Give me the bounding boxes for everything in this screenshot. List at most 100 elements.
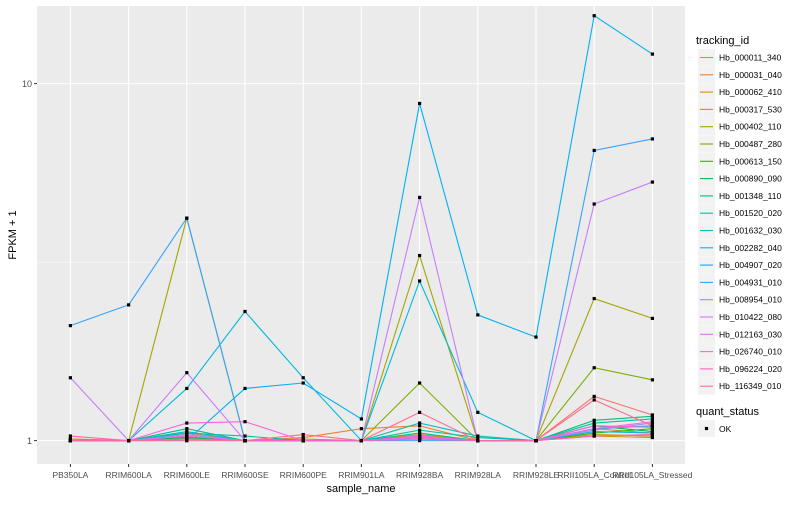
legend-items: Hb_000011_340 Hb_000031_040 Hb_000062_410 H… xyxy=(698,49,782,395)
legend-label: Hb_000317_530 xyxy=(719,104,782,114)
legend-label: Hb_000613_150 xyxy=(719,156,782,166)
x-tick-label: RRIM600PE xyxy=(280,470,328,480)
data-point xyxy=(650,52,654,56)
shape-legend-label: OK xyxy=(719,424,732,434)
legend-title: tracking_id xyxy=(696,35,749,47)
data-point xyxy=(650,414,654,418)
y-axis-title: FPKM + 1 xyxy=(7,210,19,259)
y-tick-label: 10 xyxy=(22,79,32,89)
data-point xyxy=(185,386,189,391)
data-point xyxy=(592,394,596,399)
data-point xyxy=(650,137,654,141)
data-point xyxy=(243,309,247,314)
legend-label: Hb_026740_010 xyxy=(719,347,782,357)
data-point xyxy=(418,431,422,435)
x-tick-label: RRIM928BA xyxy=(396,470,444,480)
data-point xyxy=(243,439,247,443)
legend-label: Hb_000031_040 xyxy=(719,70,782,80)
legend-label: Hb_000011_340 xyxy=(719,53,782,63)
data-point xyxy=(650,432,654,437)
legend-label: Hb_002282_040 xyxy=(719,243,782,253)
data-point xyxy=(650,180,654,184)
data-point xyxy=(185,216,189,220)
shape-legend-items: OK xyxy=(698,420,732,437)
data-point xyxy=(534,335,538,339)
data-point xyxy=(185,427,189,431)
x-tick-label: RRIM600LA xyxy=(105,470,152,480)
axes: 1 10 PB350LA RRIM600LA RRIM600LE RRIM600SE RRI… xyxy=(22,79,693,480)
data-point xyxy=(185,439,189,443)
data-point xyxy=(301,376,305,380)
data-point xyxy=(592,421,596,425)
grid-lines xyxy=(37,6,685,464)
data-point xyxy=(359,417,363,421)
data-point xyxy=(592,434,596,438)
legend-label: Hb_000062_410 xyxy=(719,87,782,97)
data-point xyxy=(418,437,422,441)
data-point xyxy=(185,434,189,438)
data-point xyxy=(301,381,305,385)
data-point xyxy=(476,410,480,414)
legend-label: Hb_001632_030 xyxy=(719,226,782,236)
data-point xyxy=(592,202,596,206)
data-point xyxy=(185,421,189,425)
data-point xyxy=(301,439,305,443)
legend: tracking_id Hb_000011_340Hb_000031_040Hb… xyxy=(696,35,782,437)
x-tick-label: RRIM600LE xyxy=(164,470,211,480)
data-point xyxy=(68,439,72,443)
data-point xyxy=(592,148,596,153)
data-point xyxy=(127,303,131,307)
data-point xyxy=(418,101,422,106)
legend-label: Hb_010422_080 xyxy=(719,312,782,322)
data-point xyxy=(243,386,247,391)
data-point xyxy=(418,381,422,385)
data-point xyxy=(185,429,189,434)
legend-label: Hb_004931_010 xyxy=(719,277,782,287)
data-point xyxy=(418,253,422,258)
data-point xyxy=(476,313,480,317)
data-point xyxy=(185,371,189,375)
x-tick-label: RRIM928LA xyxy=(455,470,502,480)
data-point xyxy=(650,420,654,424)
legend-label: Hb_001348_110 xyxy=(719,191,782,201)
data-point xyxy=(418,410,422,414)
legend-label: Hb_001520_020 xyxy=(719,208,782,218)
data-point xyxy=(243,434,247,438)
data-point xyxy=(476,439,480,443)
data-point xyxy=(418,434,422,438)
data-point xyxy=(650,417,654,421)
legend-label: Hb_008954_010 xyxy=(719,295,782,305)
x-tick-label: RRIM928LE xyxy=(513,470,560,480)
legend-label: Hb_012163_030 xyxy=(719,329,782,339)
data-points xyxy=(68,14,654,443)
data-point xyxy=(650,378,654,382)
data-point xyxy=(592,418,596,422)
data-point xyxy=(68,434,72,438)
data-point xyxy=(650,316,654,320)
data-point xyxy=(650,424,654,428)
data-point xyxy=(534,439,538,443)
data-point xyxy=(418,279,422,283)
data-point xyxy=(592,424,596,428)
legend-label: Hb_004907_020 xyxy=(719,260,782,270)
x-tick-label: PB350LA xyxy=(52,470,88,480)
x-tick-label: RRII105LA_Control xyxy=(557,470,631,480)
data-point xyxy=(592,296,596,301)
x-tick-label: RRIM901LA xyxy=(338,470,385,480)
x-tick-label: RRIM600SE xyxy=(221,470,269,480)
data-point xyxy=(476,434,480,438)
data-point xyxy=(127,439,131,443)
data-point xyxy=(418,428,422,432)
data-point xyxy=(418,424,422,428)
data-point xyxy=(592,366,596,370)
data-point xyxy=(301,432,305,437)
data-point xyxy=(418,195,422,200)
data-point xyxy=(592,398,596,402)
data-point xyxy=(68,376,72,380)
legend-label: Hb_096224_020 xyxy=(719,364,782,374)
legend-label: Hb_000890_090 xyxy=(719,174,782,184)
data-point xyxy=(418,421,422,425)
shape-legend-title: quant_status xyxy=(696,406,759,418)
